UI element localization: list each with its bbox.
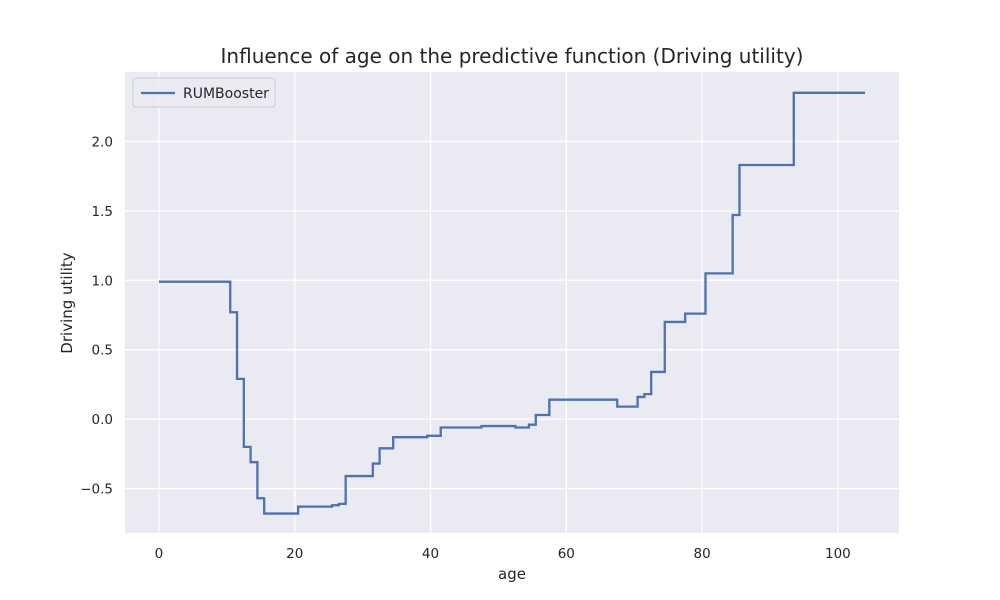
y-tick-label: 1.0 bbox=[92, 273, 113, 289]
y-tick-label: 2.0 bbox=[92, 134, 113, 150]
x-tick-label: 40 bbox=[422, 546, 439, 562]
x-axis-label: age bbox=[498, 565, 526, 583]
x-tick-label: 100 bbox=[825, 546, 851, 562]
y-axis-label: Driving utility bbox=[58, 252, 76, 353]
grid bbox=[125, 72, 899, 533]
chart-title: Influence of age on the predictive funct… bbox=[221, 44, 804, 68]
series-line-rumbooster bbox=[158, 91, 866, 515]
y-tick-label: 0.5 bbox=[92, 343, 113, 359]
x-tick-label: 60 bbox=[558, 546, 575, 562]
x-tick-labels: 0 20 40 60 80 100 bbox=[155, 546, 851, 562]
plot-area bbox=[125, 72, 899, 533]
y-tick-label: 1.5 bbox=[92, 204, 113, 220]
series-layer bbox=[158, 91, 866, 515]
y-tick-label: −0.5 bbox=[80, 482, 113, 498]
legend-box bbox=[132, 77, 276, 108]
y-tick-label: 0.0 bbox=[92, 412, 113, 428]
x-tick-label: 80 bbox=[694, 546, 711, 562]
y-tick-labels: −0.5 0.0 0.5 1.0 1.5 2.0 bbox=[80, 134, 113, 497]
x-tick-label: 20 bbox=[286, 546, 303, 562]
legend-label: RUMBooster bbox=[183, 86, 269, 102]
x-tick-label: 0 bbox=[155, 546, 164, 562]
legend: RUMBooster bbox=[132, 77, 276, 108]
